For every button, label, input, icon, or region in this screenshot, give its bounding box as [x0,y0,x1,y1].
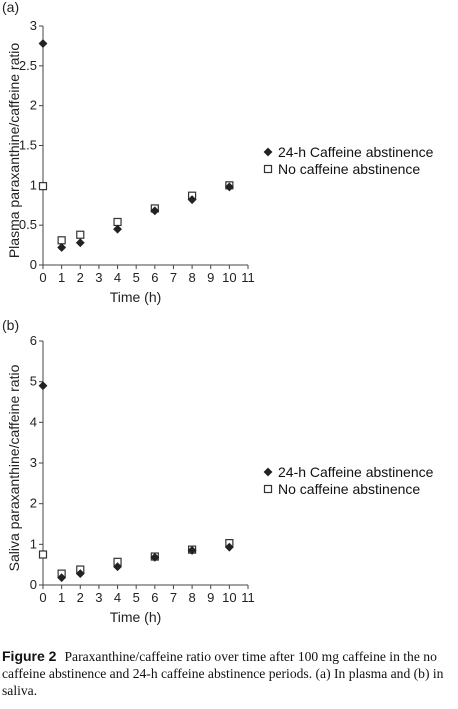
x-tick-label: 7 [170,270,177,285]
x-tick-label: 11 [241,270,255,285]
x-tick-label: 4 [114,270,121,285]
y-tick-label: 3 [30,18,37,33]
data-point [57,236,66,245]
series-no-caffeine-abstinence [38,539,234,578]
x-tick-label: 2 [77,270,84,285]
data-point [75,238,85,248]
data-point [75,569,85,579]
legend-label: No caffeine abstinence [278,161,420,177]
y-tick-label: 0 [30,577,37,592]
x-tick-label: 0 [39,270,46,285]
panel-label: (a) [2,0,19,15]
legend-marker [263,164,273,174]
data-point [38,550,48,559]
series-no-caffeine-abstinence [38,181,234,245]
panel-label: (b) [2,317,19,333]
series-caffeine-abstinence-24h [38,39,234,252]
data-point [187,195,197,205]
x-tick-label: 9 [207,590,214,605]
y-tick-label: 0.5 [19,217,37,232]
x-tick-label: 4 [114,590,121,605]
x-tick-label: 8 [188,270,195,285]
legend-label: 24-h Caffeine abstinence [278,144,434,160]
y-tick-label: 2 [30,496,37,511]
y-axis-title: Plasma paraxanthine/caffeine ratio [6,43,22,259]
y-tick-label: 1.5 [19,138,37,153]
y-tick-label: 2 [30,98,37,113]
x-tick-label: 2 [77,590,84,605]
y-tick-label: 0 [30,257,37,272]
y-axis-title: Saliva paraxanthine/caffeine ratio [6,364,22,571]
data-point [38,182,48,191]
legend-marker [263,147,273,157]
data-point [187,546,197,555]
x-axis-title: Time (h) [110,289,162,305]
figure-caption: Figure 2 Paraxanthine/caffeine ratio over… [2,648,454,699]
x-tick-label: 6 [151,270,158,285]
x-tick-label: 8 [188,590,195,605]
data-point [57,573,67,583]
x-tick-label: 9 [207,270,214,285]
x-tick-label: 6 [151,590,158,605]
legend-label: 24-h Caffeine abstinence [278,464,434,480]
data-point [150,206,160,216]
legend-marker [263,467,273,477]
x-tick-label: 5 [133,270,140,285]
x-axis-title: Time (h) [110,609,162,625]
y-tick-label: 3 [30,455,37,470]
data-point [113,224,122,234]
x-tick-label: 0 [39,590,46,605]
y-tick-label: 1 [30,536,37,551]
data-point [113,217,122,227]
x-tick-label: 3 [95,590,102,605]
y-tick-label: 4 [30,414,37,429]
data-point [38,381,48,391]
x-tick-label: 1 [58,590,65,605]
legend-marker [263,484,273,494]
y-tick-label: 5 [30,374,37,389]
legend-label: No caffeine abstinence [278,481,420,497]
x-tick-label: 1 [58,270,65,285]
data-point [113,562,122,572]
y-tick-label: 6 [30,333,37,348]
data-point [150,552,160,562]
x-tick-label: 7 [170,590,177,605]
x-tick-label: 10 [222,590,236,605]
data-point [76,230,85,239]
data-point [38,39,48,48]
series-caffeine-abstinence-24h [38,381,234,583]
caption-text: Paraxanthine/caffeine ratio over time af… [2,649,444,698]
x-tick-label: 5 [133,590,140,605]
y-tick-label: 2.5 [19,58,37,73]
x-tick-label: 11 [241,590,255,605]
x-tick-label: 3 [95,270,102,285]
data-point [224,182,234,192]
caption-label: Figure 2 [2,648,57,664]
data-point [224,542,234,552]
x-tick-label: 10 [222,270,236,285]
y-tick-label: 1 [30,177,37,192]
data-point [57,243,67,252]
